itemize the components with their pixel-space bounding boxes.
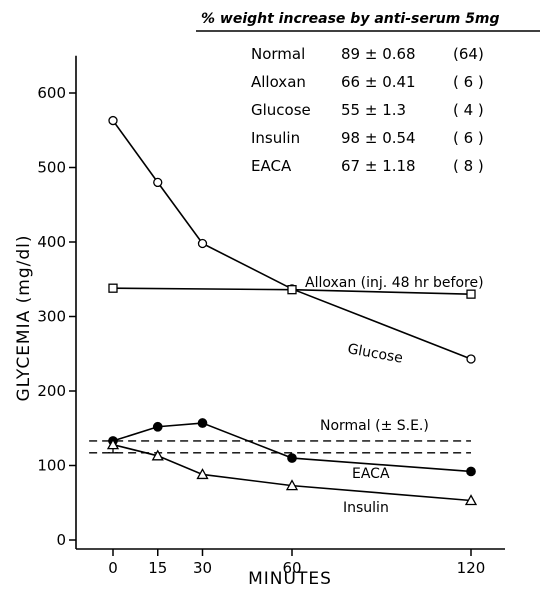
legend-value-normal: 89 ± 0.68 [341, 45, 416, 63]
x-tick-label-120: 120 [457, 559, 486, 577]
annotations: Glucose Alloxan (inj. 48 hr before) Normal… [305, 275, 484, 516]
legend-value-insulin: 98 ± 0.54 [341, 129, 416, 147]
point-insulin-30 [196, 468, 209, 480]
point-glucose-120 [466, 354, 476, 364]
legend-row-eaca: EACA 67 ± 1.18 ( 8 ) [251, 157, 484, 175]
point-glucose-30 [197, 238, 208, 249]
y-tick-label-400: 400 [37, 233, 66, 251]
point-alloxan-inj-48-hr-before-0 [108, 283, 118, 293]
point-glucose-0 [108, 115, 118, 126]
legend-value-eaca: 67 ± 1.18 [341, 157, 416, 175]
legend-n-eaca: ( 8 ) [453, 157, 484, 175]
point-glucose-15 [153, 177, 163, 188]
y-tick-label-100: 100 [37, 457, 66, 475]
y-tick-label-300: 300 [37, 308, 66, 326]
legend-row-normal: Normal 89 ± 0.68 (64) [251, 45, 484, 63]
legend-label-glucose: Glucose [251, 101, 311, 119]
legend-row-insulin: Insulin 98 ± 0.54 ( 6 ) [251, 129, 484, 147]
label-eaca: EACA [352, 466, 390, 482]
y-axis-title: GLYCEMIA (mg/dl) [14, 234, 34, 401]
series-line-glucose [112, 120, 472, 360]
series-alloxan-inj-48-hr-before [108, 283, 476, 299]
x-tick-label-15: 15 [148, 559, 167, 577]
point-alloxan-inj-48-hr-before-120 [466, 289, 476, 299]
legend-table-title: % weight increase by anti-serum 5mg [201, 11, 500, 27]
point-insulin-15 [151, 449, 164, 461]
series-insulin [106, 438, 478, 506]
x-tick-label-0: 0 [108, 559, 118, 577]
point-eaca-15 [152, 421, 163, 432]
legend-row-alloxan: Alloxan 66 ± 0.41 ( 6 ) [251, 73, 484, 91]
axes: 0 100 200 300 400 500 600 0 15 30 60 120 MINUTES GLYC… [14, 55, 505, 589]
series-glucose [108, 115, 476, 364]
x-tick-label-30: 30 [193, 559, 212, 577]
y-tick-label-600: 600 [37, 84, 66, 102]
y-tick-label-500: 500 [37, 159, 66, 177]
point-insulin-120 [464, 494, 478, 506]
label-normal: Normal (± S.E.) [320, 418, 429, 434]
point-eaca-60 [287, 453, 297, 463]
y-tick-label-0: 0 [56, 531, 66, 549]
point-alloxan-inj-48-hr-before-60 [287, 285, 297, 295]
point-eaca-30 [197, 418, 208, 428]
legend-row-glucose: Glucose 55 ± 1.3 ( 4 ) [251, 101, 484, 119]
legend-label-eaca: EACA [251, 157, 292, 175]
label-alloxan: Alloxan (inj. 48 hr before) [305, 275, 484, 291]
legend-n-glucose: ( 4 ) [453, 101, 484, 119]
x-axis-title: MINUTES [248, 569, 332, 589]
series-layer [106, 115, 478, 506]
legend-n-alloxan: ( 6 ) [453, 73, 484, 91]
legend-n-insulin: ( 6 ) [453, 129, 484, 147]
point-eaca-120 [466, 466, 476, 477]
legend-value-glucose: 55 ± 1.3 [341, 101, 406, 119]
label-insulin: Insulin [343, 500, 389, 516]
legend-label-normal: Normal [251, 45, 305, 63]
point-insulin-60 [285, 479, 299, 491]
legend-table: % weight increase by anti-serum 5mg Norma… [196, 11, 540, 175]
legend-value-alloxan: 66 ± 0.41 [341, 73, 416, 91]
legend-n-normal: (64) [453, 45, 484, 63]
y-tick-label-200: 200 [37, 382, 66, 400]
point-insulin-0 [106, 438, 120, 450]
label-glucose: Glucose [346, 341, 404, 366]
x-tick-label-60: 60 [282, 559, 301, 577]
legend-label-insulin: Insulin [251, 129, 300, 147]
normal-band [89, 440, 471, 454]
legend-label-alloxan: Alloxan [251, 73, 306, 91]
